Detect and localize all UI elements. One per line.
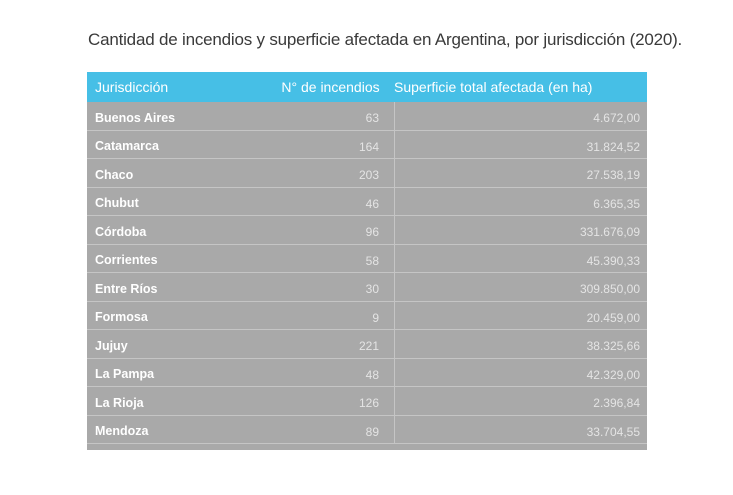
cell-jurisdiccion: La Rioja xyxy=(95,395,144,410)
cell-superficie: 4.672,00 xyxy=(593,111,640,125)
cell-incendios: 30 xyxy=(272,273,395,301)
table-row: Mendoza 89 33.704,55 xyxy=(87,415,647,444)
cell-superficie: 309.850,00 xyxy=(579,282,640,296)
table-row: Corrientes 58 45.390,33 xyxy=(87,244,647,273)
table-row: La Rioja 126 2.396,84 xyxy=(87,387,647,416)
cell-superficie: 2.396,84 xyxy=(593,396,640,410)
table-row: Jujuy 221 38.325,66 xyxy=(87,330,647,359)
cell-jurisdiccion: Entre Ríos xyxy=(95,281,158,296)
cell-jurisdiccion: Corrientes xyxy=(95,253,158,267)
table-row: Entre Ríos 30 309.850,00 xyxy=(87,273,647,302)
table-body: Buenos Aires 63 4.672,00 Catamarca 164 31.824… xyxy=(87,102,647,444)
cell-superficie: 20.459,00 xyxy=(586,310,640,325)
table-footer-strip xyxy=(87,444,647,450)
table-header: Jurisdicción N° de incendios Superficie … xyxy=(87,72,647,102)
table-row: Buenos Aires 63 4.672,00 xyxy=(87,102,647,131)
cell-incendios: 96 xyxy=(272,216,395,244)
cell-jurisdiccion: Córdoba xyxy=(95,224,147,239)
cell-superficie: 42.329,00 xyxy=(586,367,640,382)
table-row: La Pampa 48 42.329,00 xyxy=(87,358,647,387)
cell-incendios: 203 xyxy=(272,159,395,187)
cell-superficie: 31.824,52 xyxy=(586,139,640,154)
column-header-incendios: N° de incendios xyxy=(281,79,380,95)
cell-jurisdiccion: Chubut xyxy=(95,196,139,210)
column-header-superficie: Superficie total afectada (en ha) xyxy=(394,79,593,95)
cell-jurisdiccion: Catamarca xyxy=(95,139,159,153)
cell-jurisdiccion: Jujuy xyxy=(95,338,128,353)
chart-title: Cantidad de incendios y superficie afect… xyxy=(88,30,683,49)
table-row: Chaco 203 27.538,19 xyxy=(87,159,647,188)
cell-incendios: 63 xyxy=(272,102,395,130)
cell-incendios: 48 xyxy=(272,358,395,386)
column-header-jurisdiccion: Jurisdicción xyxy=(95,79,169,95)
cell-jurisdiccion: Mendoza xyxy=(95,424,149,438)
cell-incendios: 9 xyxy=(272,301,395,329)
cell-superficie: 6.365,35 xyxy=(593,196,640,211)
cell-superficie: 45.390,33 xyxy=(586,253,640,268)
cell-superficie: 33.704,55 xyxy=(586,424,640,439)
table-row: Catamarca 164 31.824,52 xyxy=(87,130,647,159)
data-table: Jurisdicción N° de incendios Superficie … xyxy=(87,72,647,450)
cell-incendios: 58 xyxy=(272,244,395,272)
cell-incendios: 126 xyxy=(272,387,395,415)
cell-jurisdiccion: Buenos Aires xyxy=(95,110,176,125)
table-row: Formosa 9 20.459,00 xyxy=(87,301,647,330)
table-row: Chubut 46 6.365,35 xyxy=(87,187,647,216)
cell-superficie: 331.676,09 xyxy=(579,225,640,239)
cell-incendios: 164 xyxy=(272,130,395,158)
cell-superficie: 27.538,19 xyxy=(586,168,640,182)
cell-superficie: 38.325,66 xyxy=(586,339,640,353)
cell-jurisdiccion: Chaco xyxy=(95,167,134,182)
cell-incendios: 46 xyxy=(272,187,395,215)
cell-jurisdiccion: Formosa xyxy=(95,310,148,324)
table-row: Córdoba 96 331.676,09 xyxy=(87,216,647,245)
cell-incendios: 221 xyxy=(272,330,395,358)
cell-incendios: 89 xyxy=(272,415,395,443)
cell-jurisdiccion: La Pampa xyxy=(95,367,155,381)
